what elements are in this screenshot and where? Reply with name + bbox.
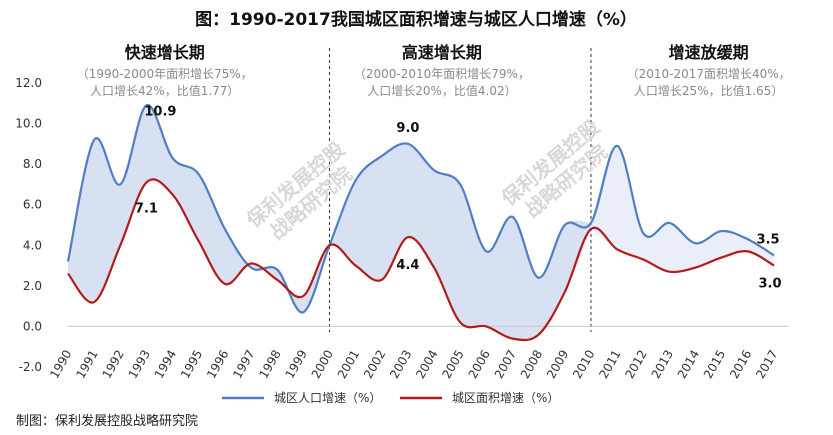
phase-note-1-line1: （1990-2000年面积增长75%， — [77, 67, 253, 81]
x-tick-label: 2012 — [622, 348, 649, 381]
x-tick-label: 2003 — [387, 348, 414, 381]
x-tick-label: 1999 — [283, 348, 310, 381]
x-tick-label: 1990 — [47, 348, 74, 381]
y-tick-label: 4.0 — [23, 238, 42, 252]
x-tick-label: 2001 — [335, 348, 362, 381]
series-lines — [66, 104, 775, 342]
x-tick-label: 1994 — [152, 348, 179, 381]
x-tick-label: 1996 — [204, 348, 231, 381]
phase-note-3-line1: （2010-2017面积增长40%， — [627, 67, 791, 81]
chart-credit: 制图：保利发展控股战略研究院 — [16, 413, 198, 429]
x-tick-label: 1992 — [99, 348, 126, 381]
legend-label-1: 城区人口增速（%） — [274, 391, 381, 405]
data-label: 3.0 — [758, 277, 781, 292]
phase-note-2-line1: （2000-2010年面积增长79%， — [354, 67, 530, 81]
data-label: 7.1 — [135, 201, 158, 216]
data-label: 4.4 — [396, 258, 419, 273]
data-label: 10.9 — [144, 104, 176, 119]
x-tick-label: 2017 — [753, 348, 780, 381]
x-tick-label: 2010 — [570, 348, 597, 381]
phase-title-2: 高速增长期 — [402, 43, 482, 62]
phase-note-2-line2: 人口增长20%，比值4.02） — [367, 83, 516, 98]
x-tick-label: 2000 — [309, 348, 336, 381]
x-tick-label: 1995 — [178, 348, 205, 381]
data-labels: 10.9 7.1 9.0 4.4 3.5 3.0 — [135, 104, 782, 291]
y-tick-label: 10.0 — [15, 117, 42, 131]
x-tick-label: 2004 — [413, 348, 440, 381]
x-tick-label: 2005 — [439, 348, 466, 381]
phase-note-1-line2: 人口增长42%，比值1.77） — [90, 83, 239, 98]
legend: 城区人口增速（%） 城区面积增速（%） — [222, 391, 559, 405]
y-tick-label: 6.0 — [23, 198, 42, 212]
x-tick-label: 2016 — [727, 348, 754, 381]
y-tick-label: -2.0 — [19, 360, 42, 374]
gap-fill-2010-2017 — [590, 145, 774, 272]
x-tick-label: 1993 — [126, 348, 153, 381]
x-tick-label: 1991 — [73, 348, 100, 381]
x-tick-label: 2013 — [649, 348, 676, 381]
series-line-1 — [66, 104, 775, 314]
phase-note-3-line2: 人口增长25%，比值1.65） — [634, 83, 783, 98]
gap-fill-area — [68, 105, 774, 341]
phase-title-3: 增速放缓期 — [669, 43, 749, 62]
x-tick-label: 1998 — [256, 348, 283, 381]
x-tick-label: 2007 — [492, 348, 519, 381]
x-tick-label: 2008 — [518, 348, 545, 381]
x-tick-label: 2006 — [466, 348, 493, 381]
phase-title-1: 快速增长期 — [125, 43, 205, 62]
legend-label-2: 城区面积增速（%） — [452, 391, 559, 405]
y-tick-label: 8.0 — [23, 157, 42, 171]
x-tick-label: 2014 — [675, 348, 702, 381]
x-tick-label: 1997 — [230, 348, 257, 381]
series-line-2 — [67, 178, 775, 342]
y-tick-label: 0.0 — [23, 319, 42, 333]
x-tick-label: 2002 — [361, 348, 388, 381]
x-tick-label: 2011 — [596, 348, 623, 381]
x-tick-label: 2009 — [544, 348, 571, 381]
gap-fill-1990-2010 — [68, 105, 591, 341]
x-tick-label: 2015 — [701, 348, 728, 381]
data-label: 3.5 — [756, 232, 779, 247]
phase-dividers — [328, 48, 592, 332]
y-tick-label: 2.0 — [23, 279, 42, 293]
data-label: 9.0 — [396, 121, 419, 136]
phase-annotations: 快速增长期 （1990-2000年面积增长75%， 人口增长42%，比值1.77） 高… — [77, 43, 791, 98]
y-tick-label: 12.0 — [15, 76, 42, 90]
chart-title: 图：1990-2017我国城区面积增速与城区人口增速（%） — [195, 9, 637, 30]
